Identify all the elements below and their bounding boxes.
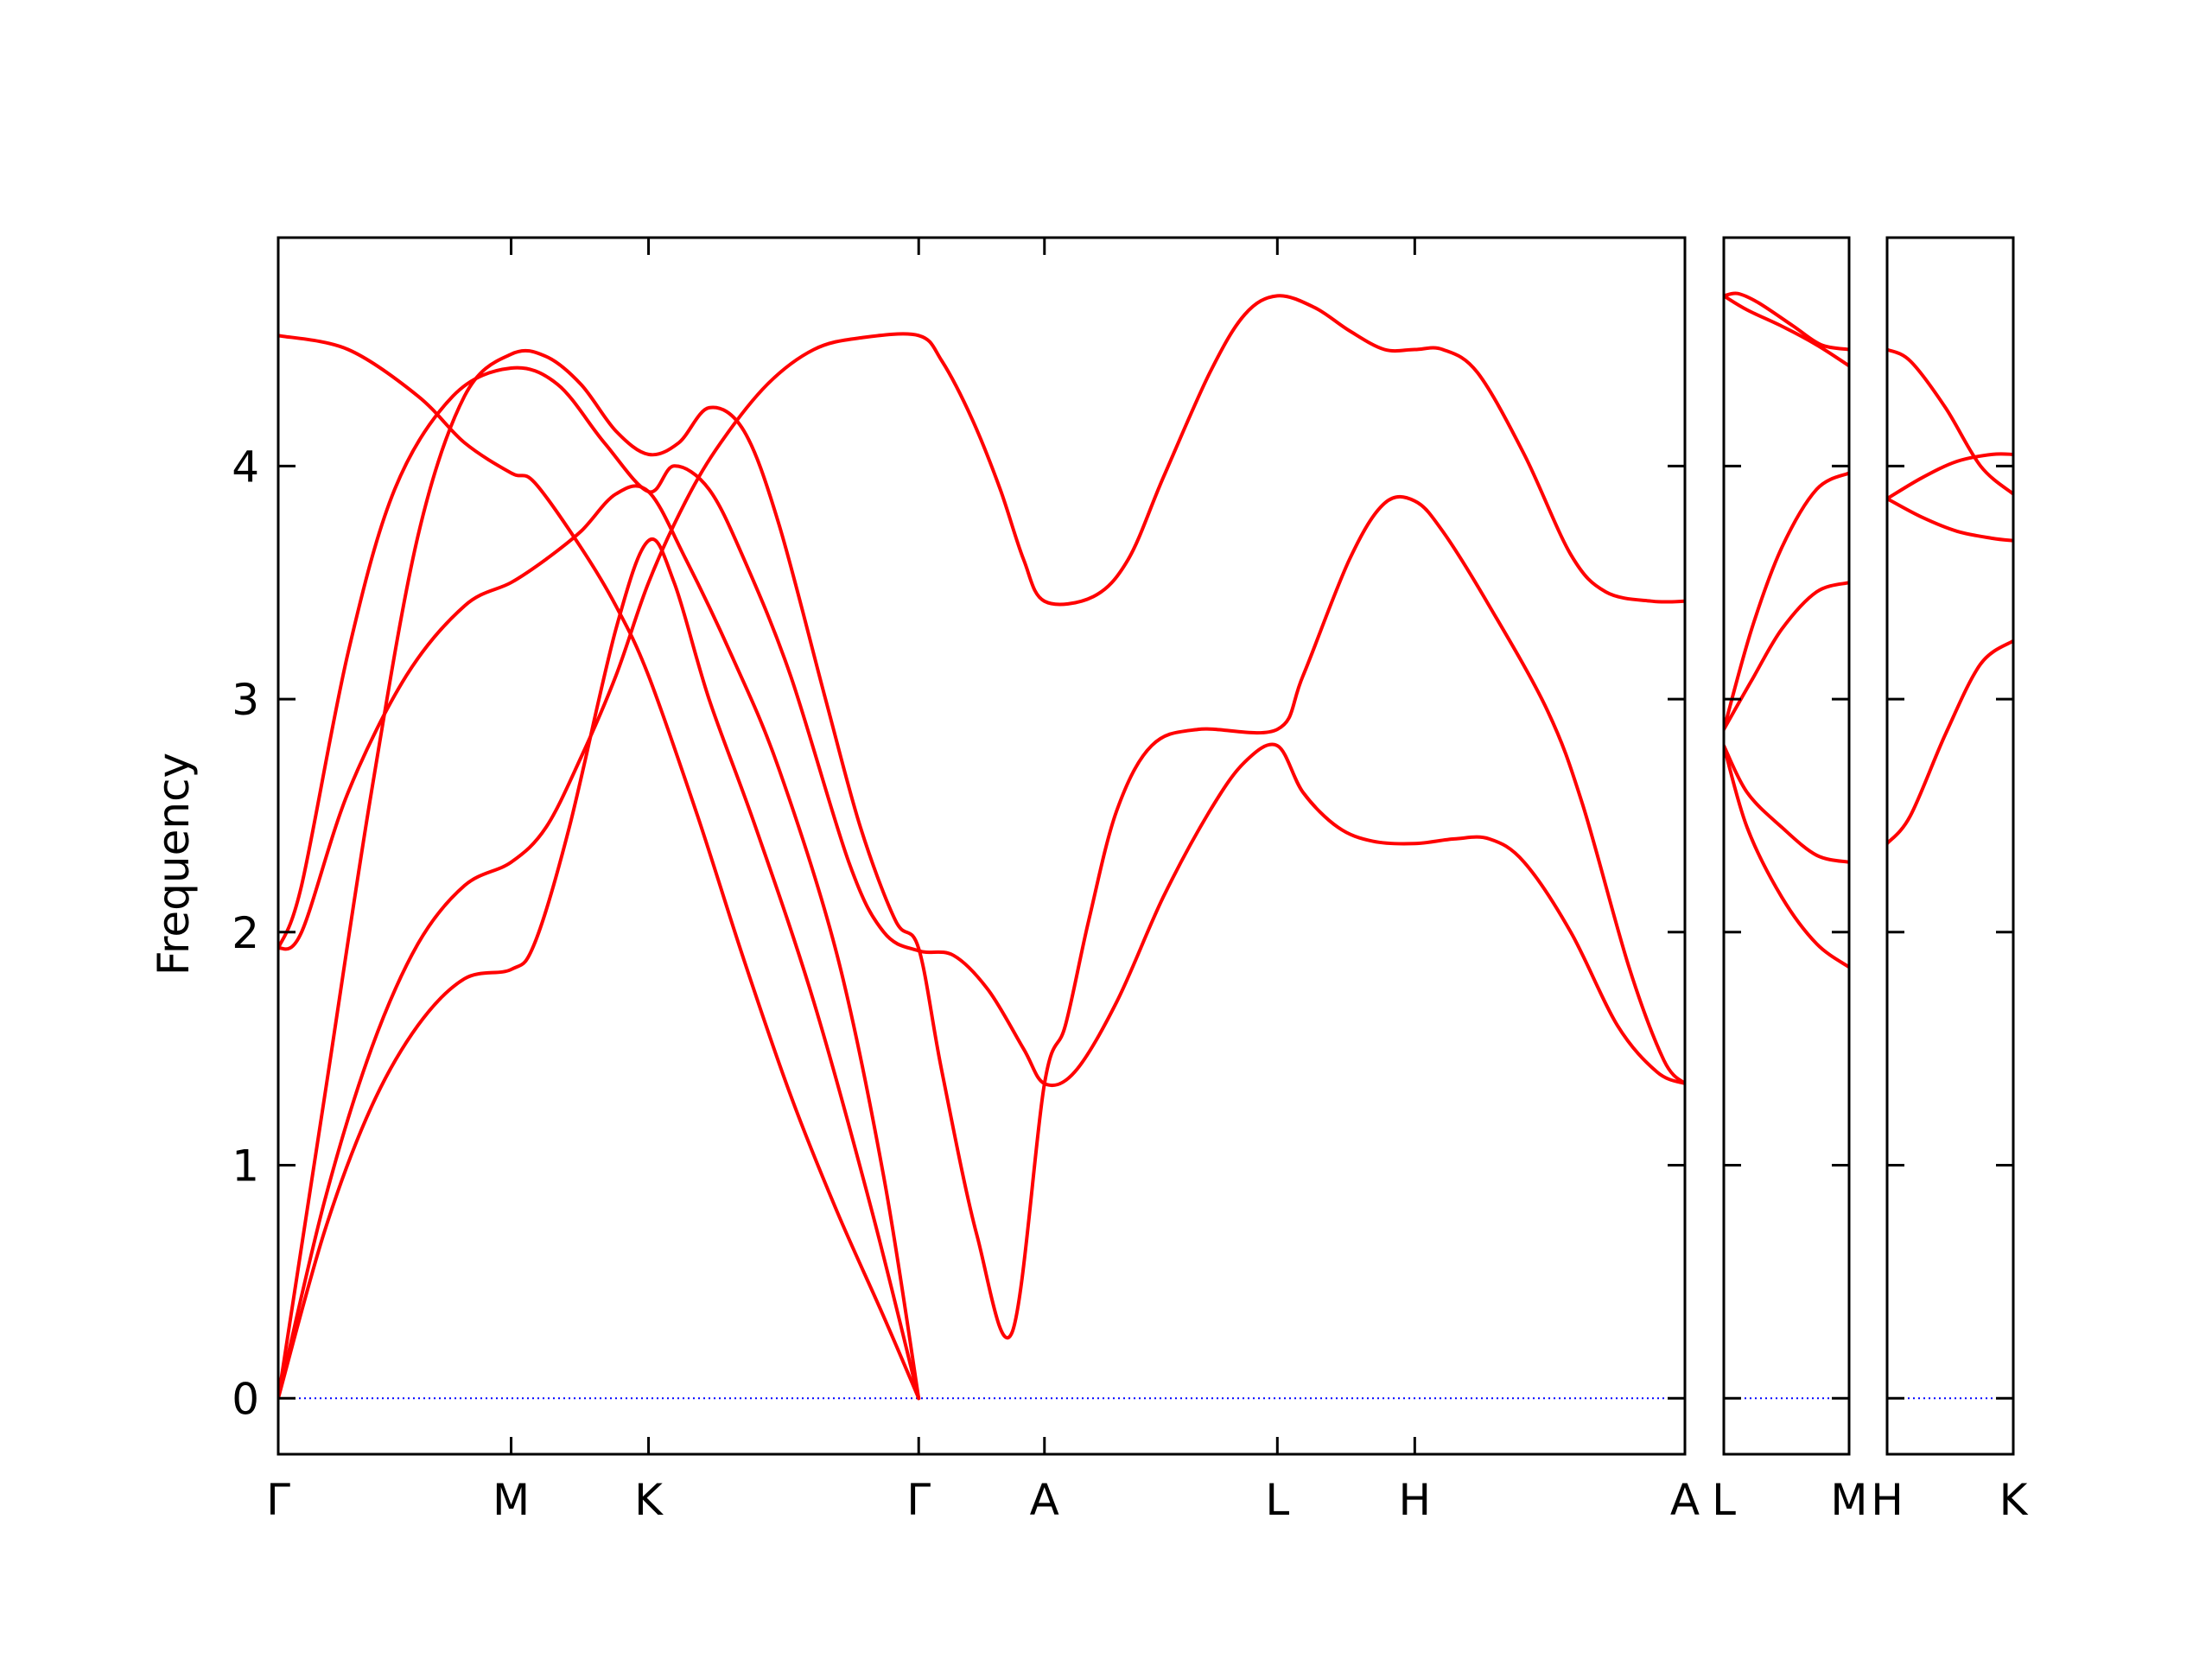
band-group [1887,347,2013,846]
x-tick-label: A [1670,1475,1700,1525]
band-1 [278,334,921,1401]
x-tick-label: M [493,1475,530,1525]
panel-frame [276,236,1687,1456]
y-axis-label: Frequency [149,753,199,976]
y-tick-label: 1 [232,1141,259,1192]
panel-frame [1885,236,2015,1456]
band-1 [1724,291,1849,352]
x-tick-label: Γ [906,1475,931,1525]
band-6 [1724,744,1849,969]
x-tick-label: L [1712,1475,1736,1525]
y-tick-label: 0 [232,1374,259,1424]
band-4 [1887,639,2013,846]
band-3 [1724,471,1849,732]
x-tick-label: H [1871,1475,1904,1525]
band-6 [278,348,1685,1401]
band-4 [1724,581,1849,732]
band-5 [1724,744,1849,864]
band-2 [1887,452,2013,501]
x-tick-label: M [1830,1475,1867,1525]
band-2 [1724,294,1849,368]
band-5 [278,365,1685,1088]
band-3 [278,484,921,1401]
y-tick-label: 2 [232,908,259,958]
band-2 [278,294,1685,1401]
band-group [1724,291,1849,969]
panel-1: 0 1 2 3 4 Γ M K Γ A L H A [232,236,1700,1525]
band-group [278,294,1685,1401]
x-tick-label: Γ [266,1475,290,1525]
x-tick-label: H [1399,1475,1432,1525]
x-tick-label: L [1265,1475,1289,1525]
panel-frame [1722,236,1851,1456]
x-tick-label: K [1999,1475,2029,1525]
x-tick-label: A [1030,1475,1059,1525]
y-tick-label: 3 [232,675,259,725]
band-4 [278,537,921,1401]
band-1 [1887,347,2013,496]
band-3 [1887,497,2013,543]
x-tick-label: K [634,1475,664,1525]
y-tick-label: 4 [232,442,259,492]
